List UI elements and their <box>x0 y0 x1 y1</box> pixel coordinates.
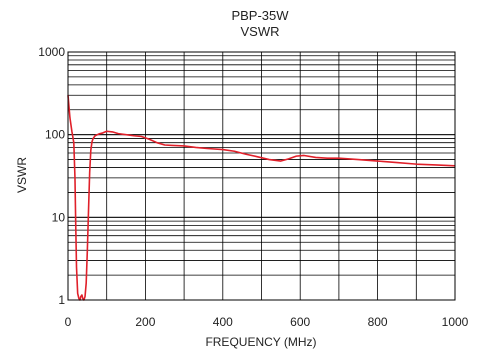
y-tick-label: 1 <box>58 293 65 307</box>
x-tick-label: 1000 <box>442 315 469 329</box>
x-tick-label: 0 <box>65 315 72 329</box>
x-axis-ticks: 0 200 400 600 800 1000 <box>65 315 469 329</box>
y-tick-label: 1000 <box>38 45 65 59</box>
y-tick-label: 100 <box>45 128 65 142</box>
x-tick-label: 200 <box>135 315 155 329</box>
y-axis-label: VSWR <box>15 157 29 193</box>
chart-subtitle: VSWR <box>241 24 280 39</box>
plot-area-frame <box>67 51 456 301</box>
y-tick-label: 10 <box>52 210 66 224</box>
x-tick-label: 400 <box>213 315 233 329</box>
series-line <box>67 95 456 301</box>
series-group <box>67 95 456 301</box>
x-tick-label: 600 <box>290 315 310 329</box>
chart-title: PBP-35W <box>231 8 289 23</box>
x-tick-label: 800 <box>368 315 388 329</box>
x-axis-label: FREQUENCY (MHz) <box>205 335 316 349</box>
y-axis-ticks: 1 10 100 1000 <box>38 45 65 307</box>
grid-lines <box>68 52 455 300</box>
